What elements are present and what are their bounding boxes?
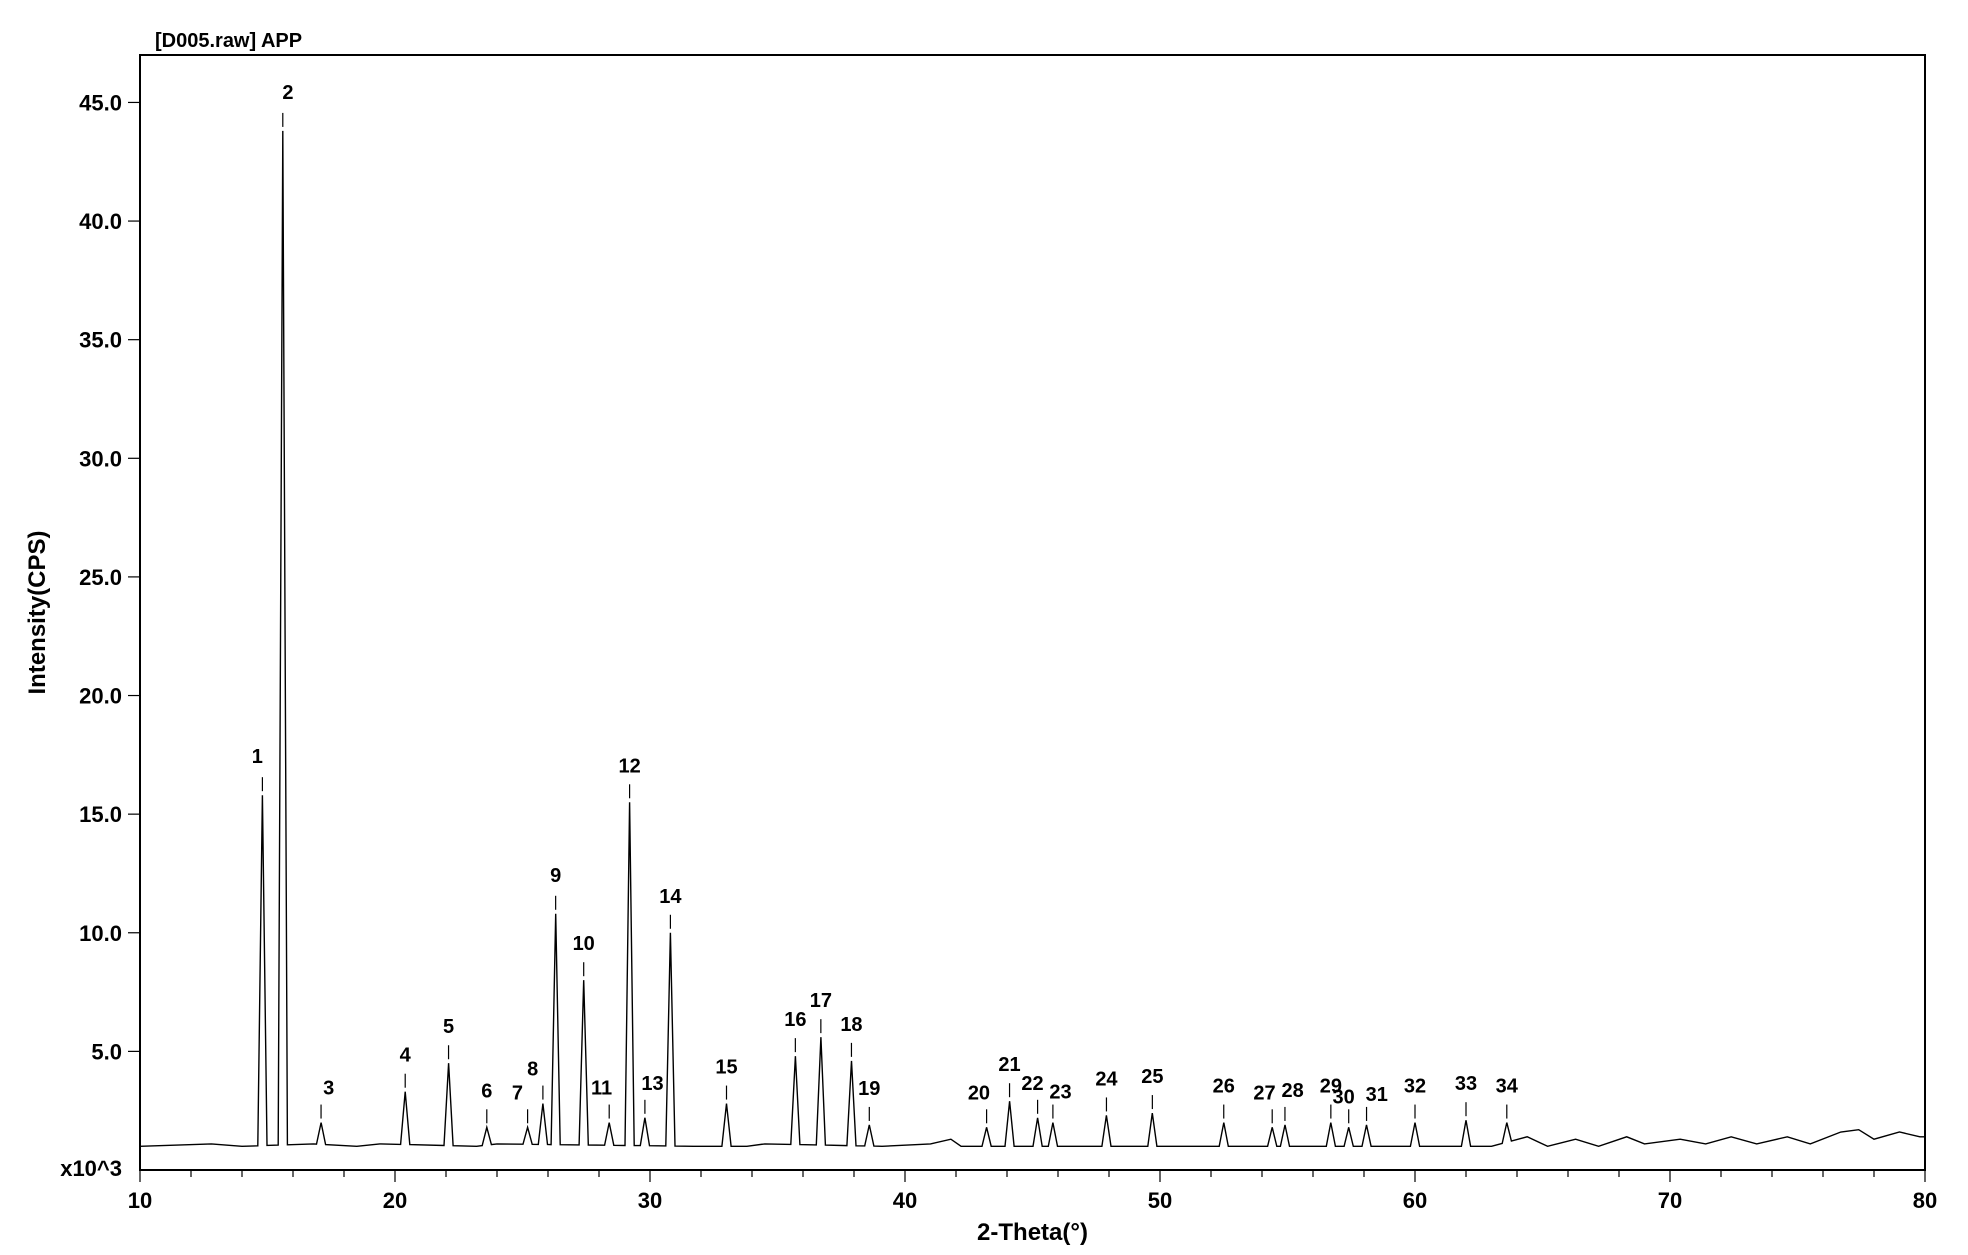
peak-label: 20 [968, 1082, 990, 1104]
peak-label: 2 [282, 82, 293, 104]
xrd-chart: [D005.raw] APP 10 20 30 40 50 60 70 80 2-Theta(°)… [0, 0, 1968, 1255]
peak-label: 15 [715, 1057, 737, 1079]
peak-label: 1 [252, 746, 263, 768]
peak-label: 5 [443, 1016, 454, 1038]
peak-label: 22 [1021, 1073, 1043, 1095]
peak-label: 32 [1404, 1076, 1426, 1098]
peak-label: 19 [858, 1078, 880, 1100]
x-tick-label: 40 [893, 1188, 917, 1213]
peak-label: 34 [1496, 1076, 1519, 1098]
peak-label: 8 [527, 1059, 538, 1081]
x-tick-label: 80 [1913, 1188, 1937, 1213]
peak-label: 23 [1049, 1082, 1071, 1104]
peak-label: 17 [810, 990, 832, 1012]
y-tick-label: 40.0 [79, 209, 122, 234]
y-tick-label: 20.0 [79, 684, 122, 709]
y-tick-label: 45.0 [79, 90, 122, 115]
peak-label: 4 [400, 1045, 412, 1067]
x-tick-label: 60 [1403, 1188, 1427, 1213]
chart-title: [D005.raw] APP [155, 30, 302, 52]
peak-label: 30 [1332, 1086, 1354, 1108]
peak-label: 33 [1455, 1073, 1477, 1095]
peak-label: 6 [481, 1080, 492, 1102]
y-tick-label: 30.0 [79, 446, 122, 471]
peak-label: 16 [784, 1009, 806, 1031]
x-axis-title: 2-Theta(°) [977, 1219, 1088, 1246]
peak-label: 7 [512, 1082, 523, 1104]
x-tick-label: 50 [1148, 1188, 1172, 1213]
x-tick-label: 30 [638, 1188, 662, 1213]
y-tick-label: 25.0 [79, 565, 122, 590]
peak-label: 3 [323, 1078, 334, 1100]
y-axis-title: Intensity(CPS) [24, 530, 51, 694]
peak-label: 27 [1253, 1082, 1275, 1104]
y-tick-label: 10.0 [79, 921, 122, 946]
peak-label: 25 [1141, 1066, 1163, 1088]
y-tick-label: 35.0 [79, 328, 122, 353]
plot-frame [140, 55, 1925, 1170]
peak-label: 10 [573, 933, 595, 955]
x-tick-label: 20 [383, 1188, 407, 1213]
x-tick-label: 70 [1658, 1188, 1682, 1213]
peak-label: 14 [659, 886, 682, 908]
y-unit-label: x10^3 [60, 1156, 122, 1181]
peak-label: 18 [840, 1014, 862, 1036]
xrd-signal [140, 131, 1925, 1146]
peak-label: 31 [1366, 1084, 1388, 1106]
peak-label: 28 [1281, 1080, 1303, 1102]
peak-label: 12 [618, 755, 640, 777]
y-tick-label: 5.0 [91, 1039, 122, 1064]
peak-label: 21 [998, 1054, 1020, 1076]
chart-svg: [D005.raw] APP 10 20 30 40 50 60 70 80 2-Theta(°)… [0, 0, 1968, 1255]
peak-label: 26 [1213, 1076, 1235, 1098]
peak-label: 13 [641, 1073, 663, 1095]
peak-label: 11 [591, 1078, 612, 1100]
x-tick-label: 10 [128, 1188, 152, 1213]
peak-label: 9 [550, 865, 561, 887]
peak-label: 24 [1095, 1068, 1118, 1090]
y-tick-label: 15.0 [79, 802, 122, 827]
